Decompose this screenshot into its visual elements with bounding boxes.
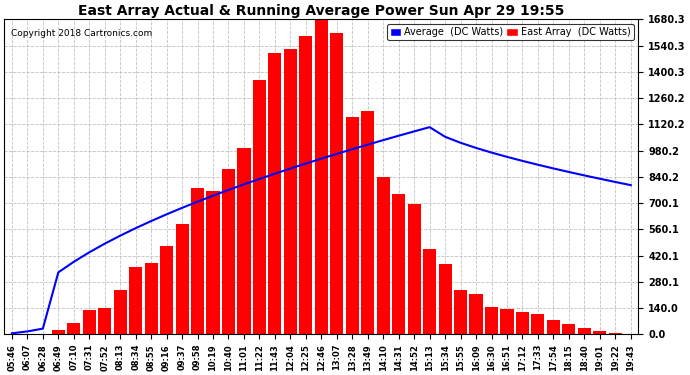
Bar bbox=[237, 148, 250, 334]
Bar bbox=[222, 169, 235, 334]
Bar bbox=[114, 290, 127, 334]
Bar bbox=[83, 310, 96, 334]
Bar bbox=[454, 290, 467, 334]
Bar bbox=[546, 320, 560, 334]
Bar bbox=[377, 177, 390, 334]
Bar bbox=[408, 204, 421, 334]
Bar bbox=[191, 188, 204, 334]
Bar bbox=[593, 331, 607, 334]
Bar bbox=[485, 307, 498, 334]
Bar bbox=[469, 294, 482, 334]
Bar bbox=[346, 117, 359, 334]
Bar bbox=[361, 111, 374, 334]
Bar bbox=[331, 33, 344, 334]
Bar bbox=[129, 267, 142, 334]
Bar bbox=[67, 322, 80, 334]
Bar bbox=[578, 327, 591, 334]
Bar bbox=[52, 330, 65, 334]
Bar bbox=[439, 264, 452, 334]
Bar bbox=[500, 309, 513, 334]
Title: East Array Actual & Running Average Power Sun Apr 29 19:55: East Array Actual & Running Average Powe… bbox=[78, 4, 564, 18]
Bar bbox=[145, 263, 158, 334]
Legend: Average  (DC Watts), East Array  (DC Watts): Average (DC Watts), East Array (DC Watts… bbox=[387, 24, 633, 40]
Bar bbox=[284, 49, 297, 334]
Bar bbox=[98, 308, 111, 334]
Bar bbox=[315, 20, 328, 334]
Bar bbox=[175, 224, 188, 334]
Text: Copyright 2018 Cartronics.com: Copyright 2018 Cartronics.com bbox=[10, 29, 152, 38]
Bar bbox=[516, 312, 529, 334]
Bar bbox=[268, 53, 282, 334]
Bar bbox=[392, 194, 405, 334]
Bar bbox=[253, 80, 266, 334]
Bar bbox=[299, 36, 313, 334]
Bar bbox=[423, 249, 436, 334]
Bar bbox=[531, 314, 544, 334]
Bar bbox=[609, 333, 622, 334]
Bar bbox=[160, 246, 173, 334]
Bar bbox=[562, 324, 575, 334]
Bar bbox=[206, 192, 219, 334]
